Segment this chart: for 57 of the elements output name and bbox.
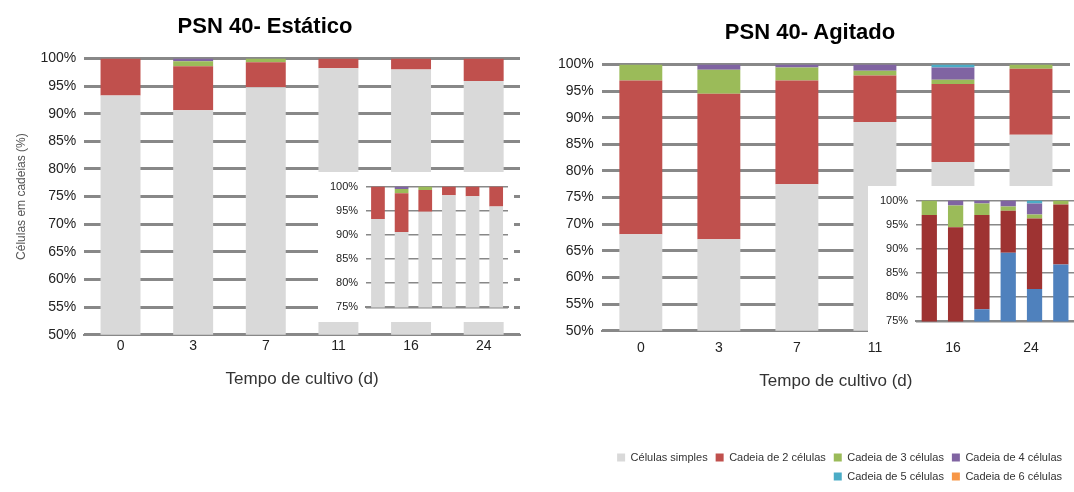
- x-tick-label: 7: [261, 337, 270, 354]
- x-tick-label: 11: [331, 337, 346, 354]
- y-tick-label: 75%: [48, 187, 77, 204]
- y-tick-label: 70%: [565, 215, 594, 232]
- y-tick-label: 75%: [336, 300, 359, 313]
- y-tick-label: 60%: [48, 270, 77, 287]
- y-tick-label: 80%: [336, 276, 359, 289]
- y-tick-label: 85%: [48, 132, 77, 149]
- y-tick-label: 50%: [565, 321, 594, 338]
- y-tick-label: 100%: [40, 49, 77, 66]
- y-tick-label: 100%: [879, 193, 909, 206]
- x-axis-title: Tempo de cultivo (d): [759, 371, 913, 391]
- y-tick-label: 95%: [336, 203, 359, 216]
- legend-label: Células simples: [630, 450, 709, 463]
- y-tick-label: 100%: [557, 55, 594, 72]
- x-tick-label: 11: [867, 339, 883, 356]
- y-tick-label: 95%: [48, 76, 77, 93]
- y-tick-label: 75%: [565, 188, 594, 205]
- y-tick-label: 90%: [886, 241, 909, 254]
- y-axis-title: Células em cadeias (%): [13, 133, 28, 260]
- chart-title: PSN 40- Estático: [177, 13, 353, 39]
- y-tick-label: 60%: [565, 268, 594, 285]
- x-tick-label: 0: [116, 337, 125, 354]
- x-axis-title: Tempo de cultivo (d): [225, 369, 379, 389]
- legend-label: Cadeia de 6 células: [965, 469, 1063, 482]
- x-tick-label: 16: [945, 339, 961, 356]
- legend-label: Cadeia de 3 células: [847, 450, 945, 463]
- y-tick-label: 80%: [565, 161, 594, 178]
- y-tick-label: 75%: [886, 314, 909, 327]
- y-tick-label: 70%: [48, 215, 77, 232]
- y-tick-label: 95%: [565, 81, 594, 98]
- x-tick-label: 16: [403, 337, 420, 354]
- x-tick-label: 24: [475, 337, 492, 354]
- y-tick-label: 90%: [48, 104, 77, 121]
- legend-label: Cadeia de 5 células: [847, 469, 945, 482]
- y-tick-label: 65%: [565, 241, 594, 258]
- y-tick-label: 65%: [48, 242, 77, 259]
- y-tick-label: 80%: [48, 159, 77, 176]
- x-tick-label: 7: [792, 339, 801, 356]
- y-tick-label: 95%: [886, 217, 909, 230]
- x-tick-label: 3: [714, 339, 723, 356]
- y-tick-label: 55%: [48, 298, 77, 315]
- y-tick-label: 80%: [886, 290, 909, 303]
- y-tick-label: 55%: [565, 295, 594, 312]
- chart-title: PSN 40- Agitado: [724, 19, 896, 45]
- y-tick-label: 100%: [329, 179, 359, 192]
- x-tick-label: 3: [189, 337, 198, 354]
- x-tick-label: 24: [1023, 339, 1039, 356]
- y-tick-label: 90%: [565, 108, 594, 125]
- y-tick-label: 90%: [336, 227, 359, 240]
- y-tick-label: 85%: [565, 135, 594, 152]
- x-tick-label: 0: [636, 339, 645, 356]
- y-tick-label: 85%: [336, 252, 359, 265]
- y-tick-label: 85%: [886, 266, 909, 279]
- legend-label: Cadeia de 2 células: [729, 450, 827, 463]
- y-tick-label: 50%: [48, 325, 77, 342]
- legend-label: Cadeia de 4 células: [965, 450, 1063, 463]
